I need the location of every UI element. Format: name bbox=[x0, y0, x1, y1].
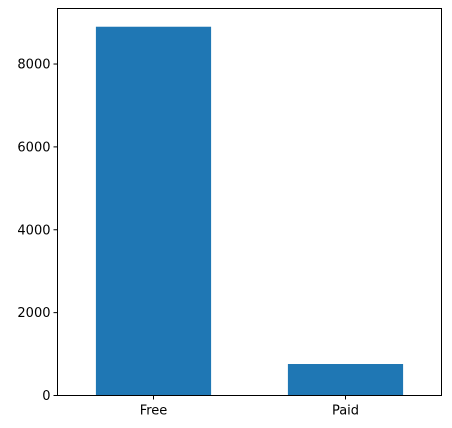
x-tick: Paid bbox=[332, 395, 359, 419]
y-tick: 4000 bbox=[17, 223, 58, 238]
y-tick: 8000 bbox=[17, 58, 58, 73]
y-tick-label: 6000 bbox=[17, 140, 50, 155]
y-tick-label: 2000 bbox=[17, 306, 50, 321]
y-tick-label: 0 bbox=[42, 389, 50, 404]
plot-frame bbox=[57, 8, 442, 396]
bar-free bbox=[95, 26, 212, 396]
x-axis: Free Paid bbox=[140, 395, 359, 419]
bars-group bbox=[95, 26, 404, 396]
y-tick-label: 4000 bbox=[17, 223, 50, 238]
x-tick-label: Paid bbox=[332, 404, 359, 419]
y-tick: 0 bbox=[42, 389, 58, 404]
y-tick-label: 8000 bbox=[17, 58, 50, 73]
x-tick: Free bbox=[140, 395, 168, 419]
y-tick: 6000 bbox=[17, 140, 58, 155]
y-axis: 0 2000 4000 6000 8000 bbox=[17, 58, 58, 404]
y-tick: 2000 bbox=[17, 306, 58, 321]
bar-paid bbox=[287, 364, 404, 396]
x-tick-label: Free bbox=[140, 404, 168, 419]
